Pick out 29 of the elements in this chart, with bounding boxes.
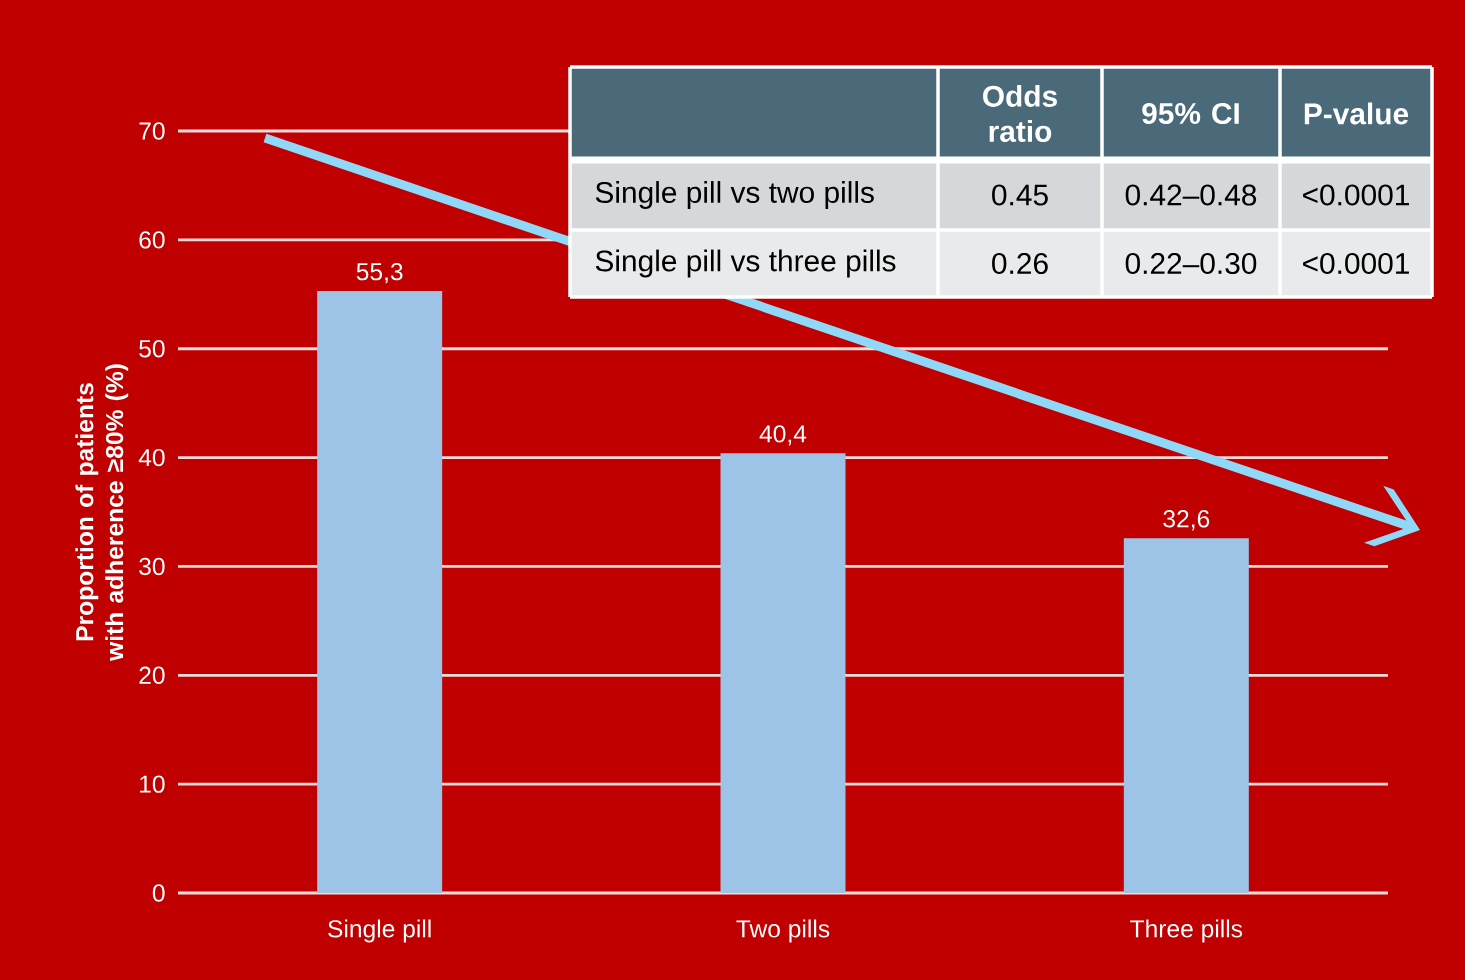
annotation: <0.0001 [1303, 252, 1409, 275]
y-tick-label: 20 [139, 666, 165, 684]
annotation: Odds ratio [983, 84, 1057, 143]
bar [1123, 538, 1249, 893]
y-tick-label: 10 [140, 775, 165, 793]
annotation: 0.42–0.48 [1125, 184, 1257, 206]
annotation: 0.26 [992, 252, 1048, 275]
text: 95% CI [1142, 102, 1239, 125]
annotation: 0.22–0.30 [1125, 252, 1257, 275]
data-label: 55,3 [356, 263, 403, 284]
x-tick-label: Two pills [736, 919, 830, 943]
data-label: 32,6 [1163, 510, 1210, 531]
y-tick-label: 40 [138, 448, 165, 467]
text: P-value [1304, 102, 1409, 125]
data-label: 40,4 [759, 425, 807, 446]
x-tick-label: Three pills [1130, 919, 1243, 943]
annotation: 0.45 [992, 184, 1048, 206]
annotation: Single pill vs two pills [595, 181, 874, 209]
y-tick-label: 60 [139, 231, 165, 249]
y-tick-label: 70 [139, 122, 165, 140]
annotation: Single pill vs three pills [595, 249, 896, 278]
bar [317, 291, 443, 893]
bar [720, 453, 846, 893]
x-tick-label: Single pill [328, 919, 431, 943]
y-tick-label: 50 [139, 340, 165, 358]
y-tick-label: 30 [139, 557, 165, 576]
y-axis-title: Proportion of patients with adherence ≥80% (%) [75, 364, 129, 661]
y-tick-label: 0 [152, 884, 165, 902]
annotation: <0.0001 [1303, 184, 1409, 206]
